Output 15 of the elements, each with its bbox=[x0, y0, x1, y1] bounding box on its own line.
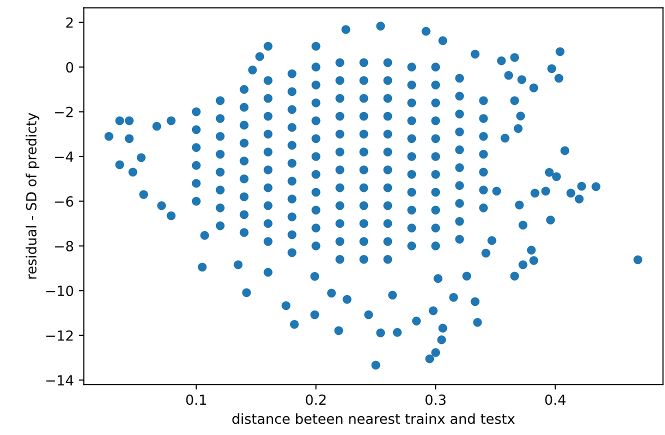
y-tick-label: −2 bbox=[55, 106, 73, 118]
x-tick-label: 0.1 bbox=[186, 394, 206, 406]
y-tick-label: −6 bbox=[55, 196, 74, 207]
y-axis-title: residual - SD of predicty bbox=[26, 112, 40, 279]
x-tick-label: 0.3 bbox=[426, 394, 446, 406]
y-tick-label: −8 bbox=[55, 240, 74, 252]
y-tick-label: −10 bbox=[46, 286, 74, 296]
x-tick-label: 0.2 bbox=[306, 394, 326, 406]
y-tick-label: 0 bbox=[66, 62, 74, 73]
y-tick-label: −12 bbox=[46, 330, 73, 341]
y-tick-label: 2 bbox=[66, 17, 73, 28]
y-tick-label: −4 bbox=[55, 152, 74, 162]
y-tick-label: −14 bbox=[46, 375, 74, 386]
x-axis-title: distance beteen nearest trainx and testx bbox=[232, 413, 515, 424]
x-tick-label: 0.4 bbox=[545, 394, 566, 406]
